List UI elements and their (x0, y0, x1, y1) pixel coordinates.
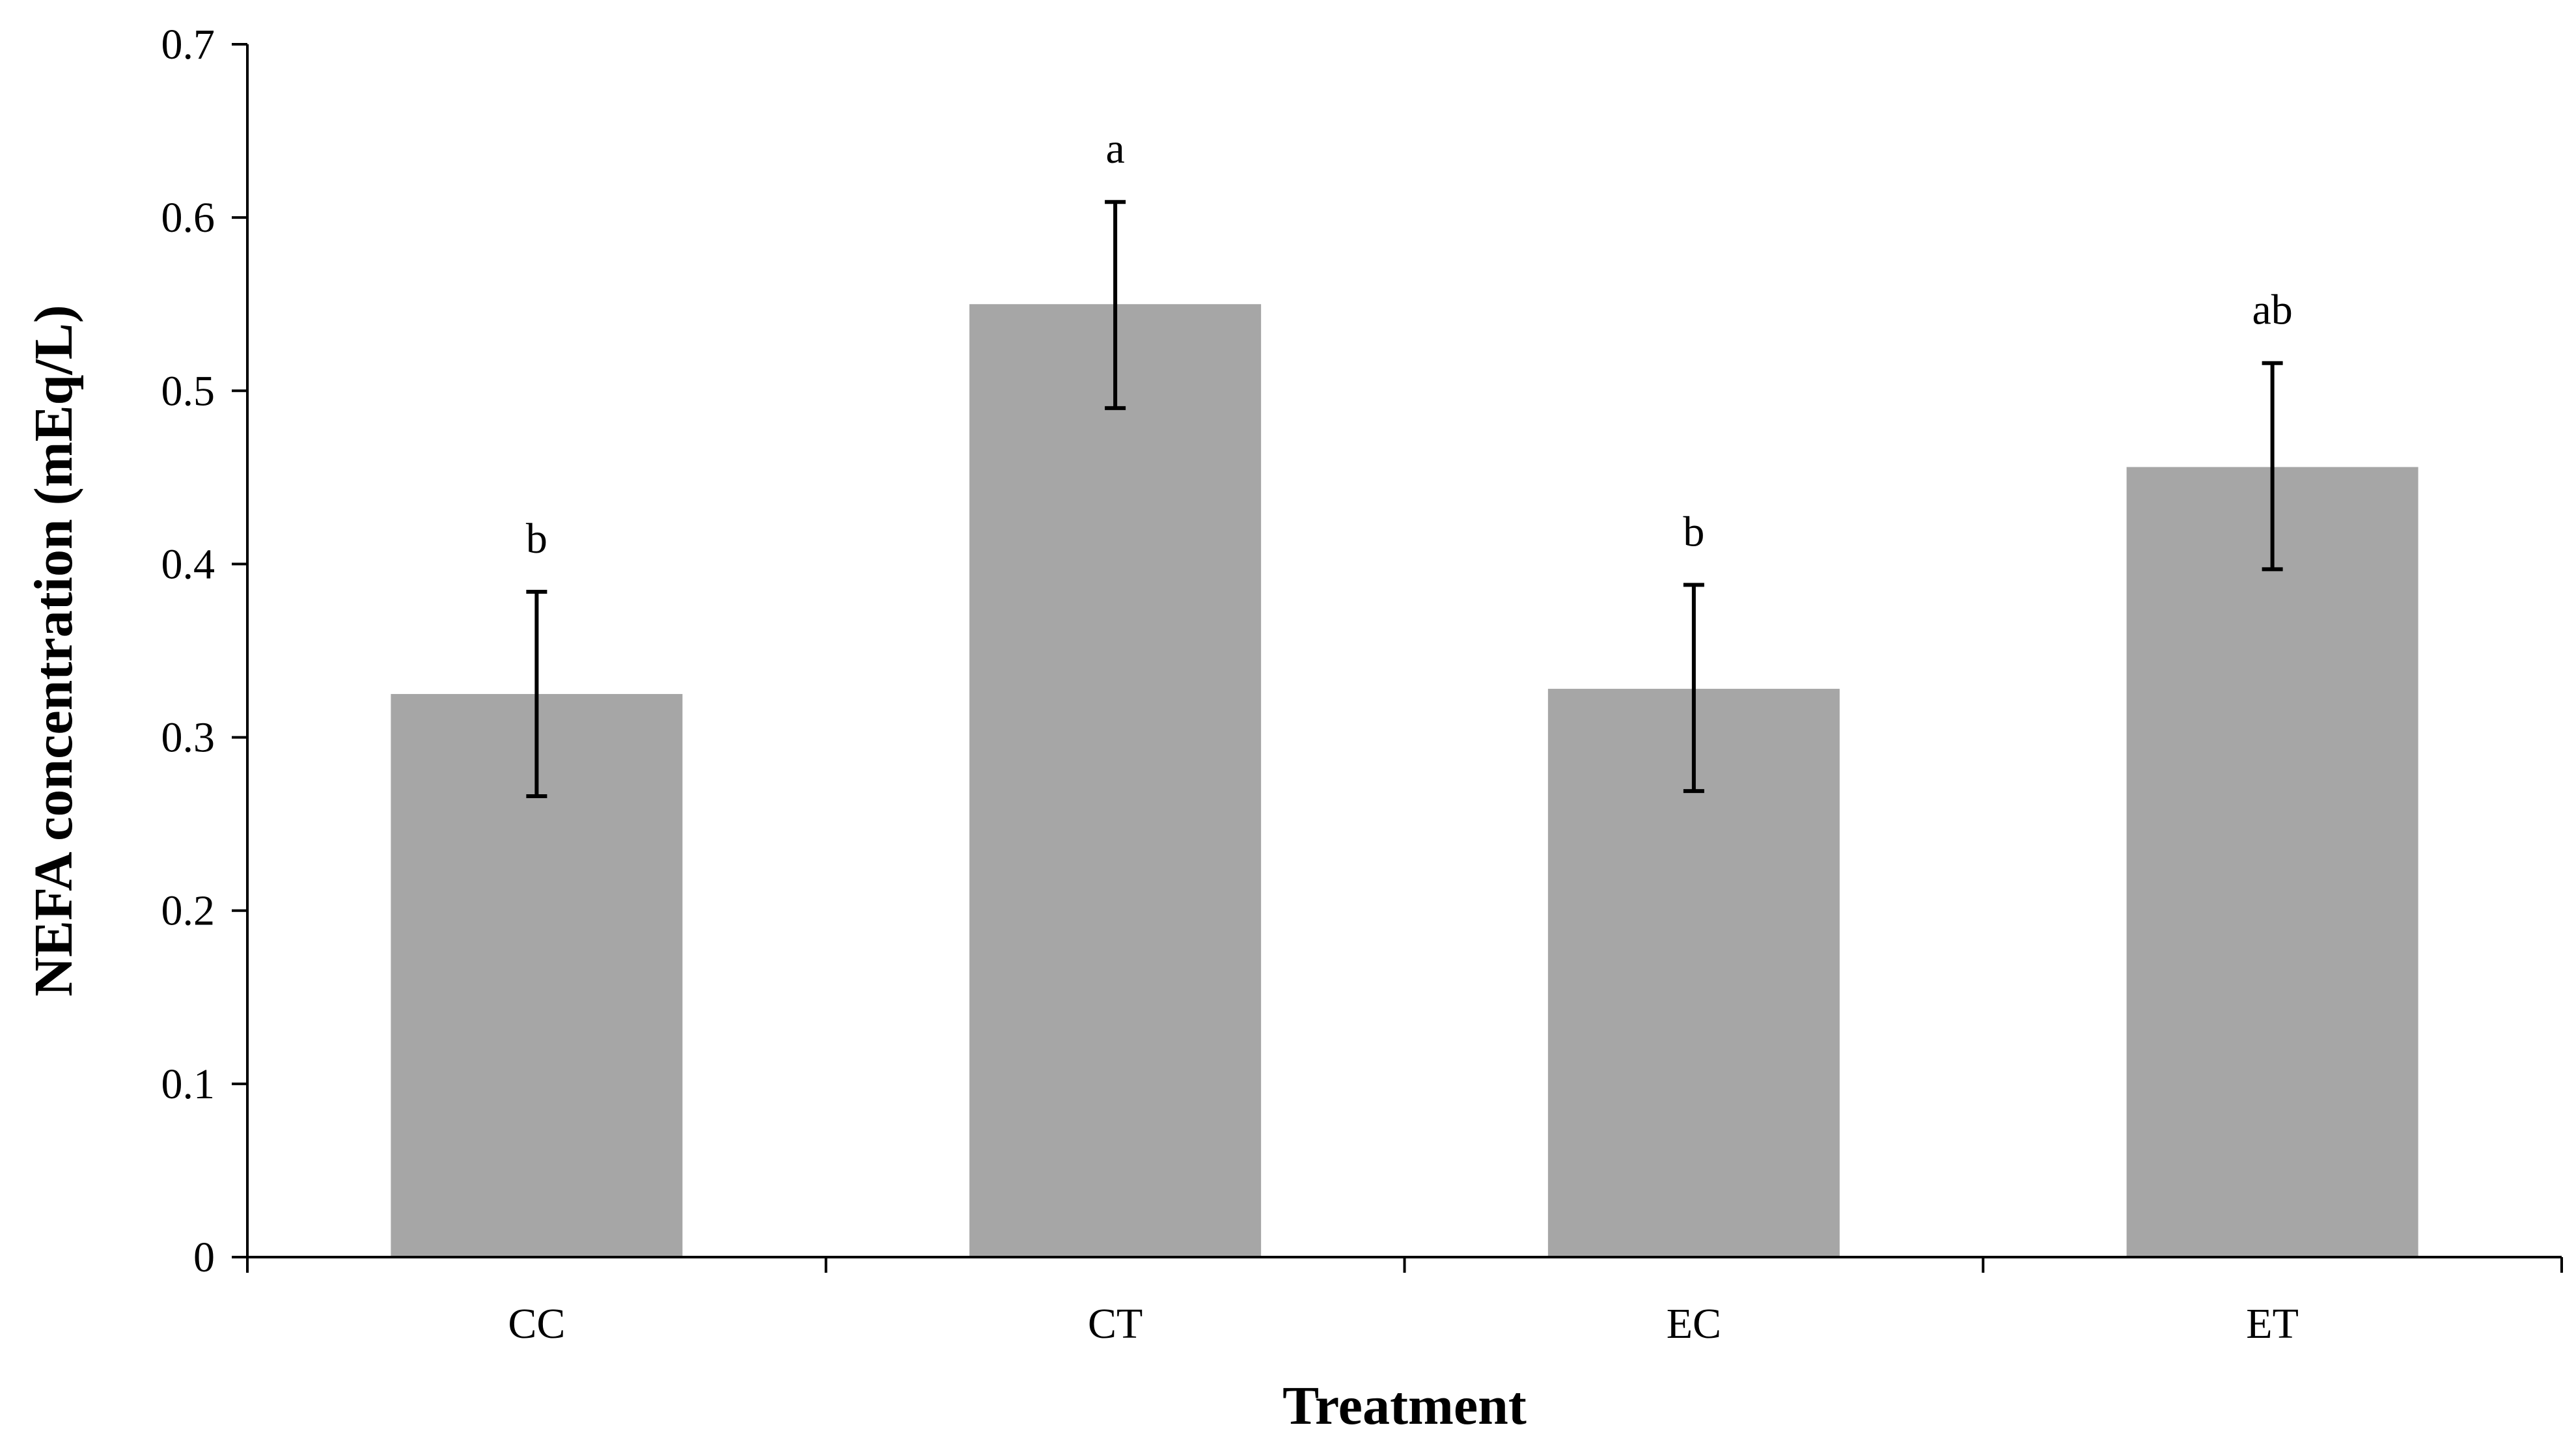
x-axis-ticks: CC CT EC ET (246, 1257, 2563, 1348)
y-tick-label: 0.3 (161, 714, 215, 762)
y-tick-label: 0.5 (161, 367, 215, 415)
significance-label: b (1683, 508, 1704, 555)
y-tick-label: 0.7 (161, 21, 215, 68)
x-tick-label: EC (1667, 1300, 1721, 1348)
y-tick-label: 0.2 (161, 887, 215, 935)
significance-label: ab (2252, 286, 2292, 334)
bar-ct (969, 304, 1262, 1257)
significance-label: b (526, 515, 547, 562)
y-tick-label: 0 (193, 1234, 215, 1281)
bar-et (2126, 467, 2418, 1257)
x-axis-title: Treatment (1282, 1376, 1527, 1436)
y-axis-ticks: 0 0.1 0.2 0.3 0.4 0.5 0.6 0.7 (161, 21, 247, 1281)
y-tick-label: 0.6 (161, 194, 215, 242)
x-tick-label: CT (1088, 1300, 1143, 1348)
y-tick-label: 0.1 (161, 1061, 215, 1108)
error-bars (526, 200, 2283, 799)
y-axis-title: NEFA concentration (mEq/L) (23, 305, 84, 996)
significance-label: a (1105, 125, 1124, 173)
bar-series (391, 304, 2418, 1257)
x-tick-label: ET (2246, 1300, 2299, 1348)
x-tick-label: CC (508, 1300, 565, 1348)
y-tick-label: 0.4 (161, 540, 215, 588)
